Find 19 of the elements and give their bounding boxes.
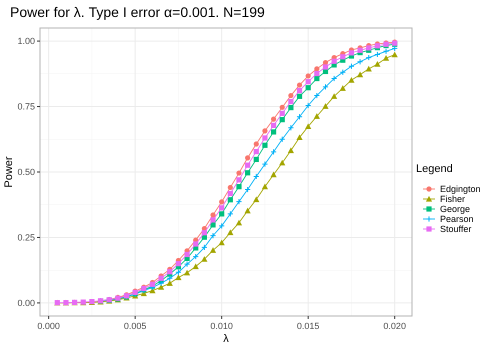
- legend-label: Edgington: [440, 184, 481, 194]
- y-tick-label: 0.50: [17, 167, 35, 177]
- legend-title: Legend: [416, 163, 453, 175]
- y-tick-label: 0.00: [17, 298, 35, 308]
- y-tick-label: 0.25: [17, 232, 35, 242]
- y-axis-title: Power: [3, 156, 15, 188]
- x-tick-label: 0.000: [37, 321, 60, 331]
- legend-label: Pearson: [440, 214, 474, 224]
- x-tick-label: 0.005: [124, 321, 146, 331]
- y-tick-label: 0.75: [17, 102, 35, 112]
- y-tick-label: 1.00: [17, 36, 35, 46]
- x-axis-title: λ: [223, 333, 230, 345]
- x-tick-label: 0.015: [296, 321, 320, 331]
- legend-label: Stouffer: [440, 224, 472, 234]
- legend-label: George: [440, 204, 470, 214]
- x-tick-label: 0.020: [383, 321, 406, 331]
- legend-label: Fisher: [440, 194, 466, 204]
- chart-title: Power for λ. Type I error α=0.001. N=199: [10, 4, 265, 20]
- x-tick-label: 0.010: [210, 321, 233, 331]
